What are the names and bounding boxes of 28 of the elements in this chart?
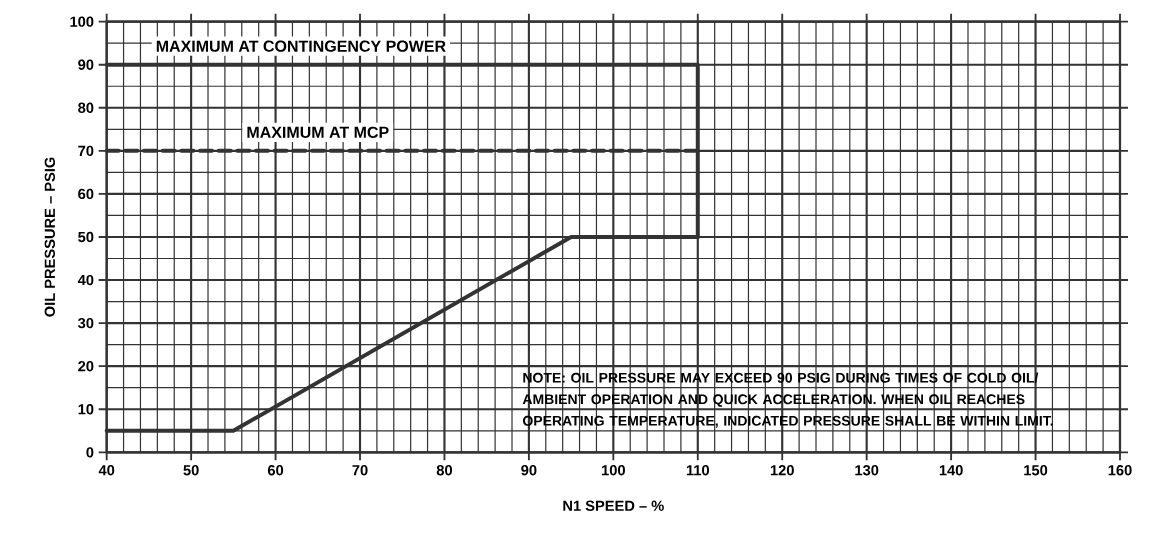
y-tick-label: 40 [77, 274, 94, 286]
y-tick-label: 70 [78, 145, 94, 157]
x-axis-title: N1 SPEED – % [563, 500, 664, 511]
y-tick-label: 80 [78, 102, 94, 113]
x-tick-label: 120 [770, 465, 794, 476]
y-axis-title: OIL PRESSURE – PSIG [44, 157, 56, 317]
y-tick-label: 10 [78, 404, 94, 415]
y-tick-label: 20 [78, 361, 94, 372]
x-tick-label: 70 [352, 465, 368, 476]
x-tick-label: 90 [521, 465, 537, 476]
y-tick-label: 90 [78, 59, 94, 70]
y-tick-label: 0 [86, 447, 94, 458]
annotation: MAXIMUM AT MCP [247, 126, 389, 138]
annotation: MAXIMUM AT CONTINGENCY POWER [156, 40, 446, 52]
x-tick-label: 140 [939, 465, 963, 476]
y-tick-label: 100 [70, 16, 94, 27]
x-tick-label: 110 [686, 465, 709, 476]
y-tick-label: 50 [78, 231, 94, 243]
y-tick-label: 30 [77, 317, 94, 329]
x-tick-label: 160 [1108, 465, 1132, 476]
y-tick-label: 60 [78, 188, 94, 200]
x-tick-label: 40 [98, 465, 115, 476]
x-tick-label: 130 [855, 465, 879, 476]
x-tick-label: 50 [183, 465, 199, 476]
x-tick-label: 150 [1024, 465, 1048, 476]
x-tick-label: 80 [436, 465, 452, 476]
x-tick-label: 100 [602, 465, 625, 476]
x-tick-label: 60 [267, 465, 284, 476]
